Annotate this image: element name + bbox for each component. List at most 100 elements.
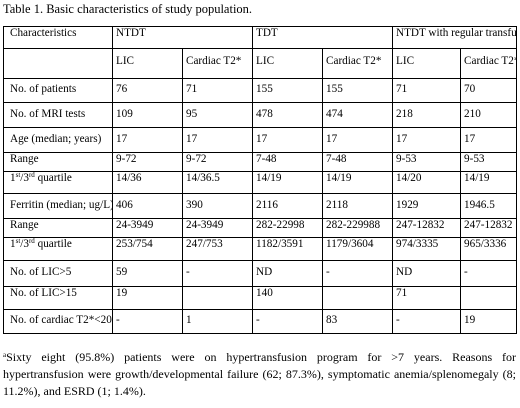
cell: 9-53 <box>460 152 518 172</box>
cell: 14/19 <box>322 171 394 194</box>
header-group-ntdt: NTDT <box>111 26 254 49</box>
quartile-text: quartile <box>34 238 72 251</box>
table-row: Age (median; years) 17 17 17 17 17 17 <box>3 127 518 153</box>
row-label-ferritin-quartile: 1st/3rd quartile <box>3 237 113 261</box>
quartile-text: /3 <box>20 172 29 185</box>
cell: 1179/3604 <box>322 237 394 261</box>
row-label-age-quartile: 1st/3rd quartile <box>3 171 113 194</box>
table-row: Range 9-72 9-72 7-48 7-48 9-53 9-53 <box>3 152 518 172</box>
quartile-text: 1 <box>10 238 16 251</box>
cell: 71 <box>392 286 462 310</box>
quartile-sup: rd <box>28 171 35 179</box>
cell: 253/754 <box>112 237 183 261</box>
row-label-lic15: No. of LIC>15 <box>3 286 113 310</box>
table-row: 1st/3rd quartile 253/754 247/753 1182/35… <box>3 237 518 261</box>
row-label-age: Age (median; years) <box>3 127 113 153</box>
cell: 247-12832 <box>460 218 518 238</box>
row-label-ferritin-range: Range <box>3 218 113 238</box>
footnote-marker: a <box>3 351 7 359</box>
row-label-cardiac: No. of cardiac T2*<20 <box>3 309 113 334</box>
quartile-sup: st <box>15 171 21 179</box>
cell: - <box>252 309 324 334</box>
cell <box>460 286 518 310</box>
cell: 14/19 <box>460 171 518 194</box>
cell: 140 <box>252 286 324 310</box>
header-ntdt-t2: Cardiac T2* <box>181 48 254 79</box>
quartile-text: 1 <box>10 172 16 185</box>
characteristics-table: Characteristics NTDT TDT NTDT with regul… <box>3 26 518 334</box>
cell: 155 <box>322 78 394 103</box>
quartile-sup: st <box>15 237 21 245</box>
cell: 390 <box>181 193 254 219</box>
cell: 155 <box>252 78 324 103</box>
row-label-lic5: No. of LIC>5 <box>3 260 113 287</box>
cell: 1929 <box>392 193 462 219</box>
header-characteristics: Characteristics <box>3 26 113 49</box>
table-row: Ferritin (median; ug/L) 406 390 2116 211… <box>3 193 518 219</box>
quartile-text: quartile <box>34 172 72 185</box>
cell: - <box>392 309 462 334</box>
cell: 9-53 <box>392 152 462 172</box>
cell: 1946.5 <box>460 193 518 219</box>
cell: 24-3949 <box>181 218 254 238</box>
cell: 17 <box>252 127 324 153</box>
cell <box>181 286 254 310</box>
cell: 7-48 <box>322 152 394 172</box>
cell: 478 <box>252 102 324 128</box>
header-ntdt-lic: LIC <box>112 48 183 79</box>
cell: 7-48 <box>252 152 324 172</box>
cell: 14/36.5 <box>181 171 254 194</box>
cell: 19 <box>460 309 518 334</box>
row-label-patients: No. of patients <box>3 78 113 103</box>
header-tdt-t2: Cardiac T2* <box>322 48 394 79</box>
cell: 210 <box>460 102 518 128</box>
cell: 83 <box>322 309 394 334</box>
cell: 247/753 <box>181 237 254 261</box>
cell: 17 <box>392 127 462 153</box>
cell: 17 <box>181 127 254 153</box>
cell: 17 <box>460 127 518 153</box>
header-ntdtr-t2: Cardiac T2* <box>460 48 518 79</box>
cell: - <box>181 260 254 287</box>
table-row: No. of LIC>15 19 140 71 <box>3 286 518 310</box>
cell: 247-12832 <box>392 218 462 238</box>
cell: 14/20 <box>392 171 462 194</box>
header-group-ntdt-regular-label: NTDT with regular transfusion <box>396 27 517 40</box>
table-footnote: aSixty eight (95.8%) patients were on hy… <box>3 349 516 400</box>
table-caption: Table 1. Basic characteristics of study … <box>3 2 253 16</box>
cell: 71 <box>392 78 462 103</box>
header-blank <box>3 48 113 79</box>
cell: 1182/3591 <box>252 237 324 261</box>
quartile-sup: rd <box>28 237 35 245</box>
cell: 9-72 <box>112 152 183 172</box>
cell: 1 <box>181 309 254 334</box>
cell: 17 <box>112 127 183 153</box>
header-tdt-lic: LIC <box>252 48 324 79</box>
cell: 70 <box>460 78 518 103</box>
cell: 965/3336 <box>460 237 518 261</box>
cell: - <box>460 260 518 287</box>
table-row: Range 24-3949 24-3949 282-22998 282-2299… <box>3 218 518 238</box>
header-row-groups: Characteristics NTDT TDT NTDT with regul… <box>3 26 518 49</box>
row-label-mri: No. of MRI tests <box>3 102 113 128</box>
header-group-tdt: TDT <box>252 26 394 49</box>
cell: 14/36 <box>112 171 183 194</box>
cell: 109 <box>112 102 183 128</box>
cell: 14/19 <box>252 171 324 194</box>
cell <box>322 286 394 310</box>
cell: 71 <box>181 78 254 103</box>
table-row: 1st/3rd quartile 14/36 14/36.5 14/19 14/… <box>3 171 518 194</box>
header-row-measures: LIC Cardiac T2* LIC Cardiac T2* LIC Card… <box>3 48 518 79</box>
cell: ND <box>252 260 324 287</box>
header-group-ntdt-regular: NTDT with regular transfusiona <box>392 26 518 49</box>
table-row: No. of patients 76 71 155 155 71 70 <box>3 78 518 103</box>
cell: - <box>322 260 394 287</box>
row-label-ferritin: Ferritin (median; ug/L) <box>3 193 113 219</box>
footnote-text: Sixty eight (95.8%) patients were on hyp… <box>3 350 516 398</box>
header-ntdtr-lic: LIC <box>392 48 462 79</box>
cell: 17 <box>322 127 394 153</box>
cell: - <box>112 309 183 334</box>
cell: 218 <box>392 102 462 128</box>
cell: 406 <box>112 193 183 219</box>
cell: 282-22998 <box>252 218 324 238</box>
